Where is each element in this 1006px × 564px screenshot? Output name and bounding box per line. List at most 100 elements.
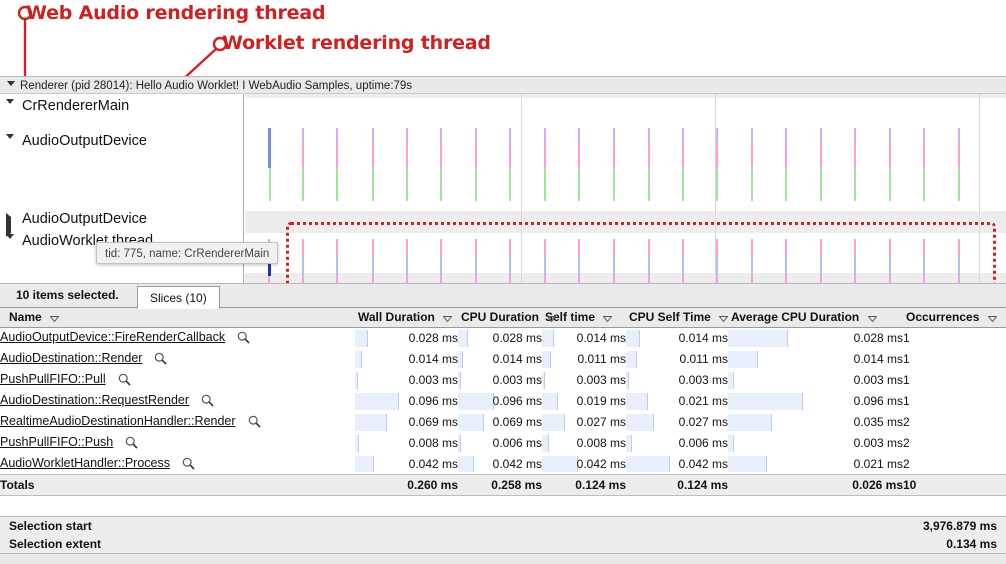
timeline-slice[interactable]	[372, 168, 374, 201]
timeline-slice[interactable]	[406, 239, 408, 257]
timeline-slice[interactable]	[544, 168, 546, 201]
timeline-slice[interactable]	[268, 257, 271, 276]
timeline-slice[interactable]	[406, 276, 408, 283]
timeline-slice[interactable]	[716, 276, 718, 283]
timeline-slice[interactable]	[613, 168, 615, 201]
timeline-slice[interactable]	[302, 239, 304, 257]
timeline-slice[interactable]	[372, 257, 374, 276]
timeline-slice[interactable]	[509, 239, 511, 257]
timeline-slice[interactable]	[682, 257, 684, 276]
timeline-slice[interactable]	[716, 142, 718, 168]
sort-triangle-icon[interactable]	[719, 316, 729, 322]
timeline-slice[interactable]	[268, 128, 271, 168]
timeline-slice[interactable]	[406, 142, 408, 168]
magnifier-icon[interactable]	[237, 331, 250, 347]
table-row[interactable]: RealtimeAudioDestinationHandler::Render 0…	[0, 412, 1006, 433]
timeline-slice[interactable]	[958, 168, 960, 201]
timeline-slice[interactable]	[336, 142, 338, 168]
timeline-slice[interactable]	[372, 239, 374, 257]
table-row[interactable]: AudioOutputDevice::FireRenderCallback 0.0…	[0, 328, 1006, 349]
table-row[interactable]: AudioDestination::RequestRender 0.096 ms 0…	[0, 391, 1006, 412]
timeline-slice[interactable]	[958, 128, 960, 142]
timeline-slice[interactable]	[509, 142, 511, 168]
column-header-cpu-duration[interactable]: CPU Duration	[458, 308, 557, 328]
timeline-slice[interactable]	[648, 257, 650, 276]
timeline-slice[interactable]	[682, 239, 684, 257]
slice-name-cell[interactable]: AudioWorkletHandler::Process	[0, 454, 355, 475]
timeline-slice[interactable]	[785, 168, 787, 201]
timeline-slice[interactable]	[854, 168, 856, 201]
magnifier-icon[interactable]	[125, 436, 138, 452]
timeline-slice[interactable]	[336, 168, 338, 201]
timeline-slice[interactable]	[269, 168, 271, 201]
timeline-slice[interactable]	[578, 128, 580, 142]
slice-name-link[interactable]: AudioDestination::RequestRender	[0, 393, 190, 408]
table-row[interactable]: PushPullFIFO::Push 0.008 ms 0.006 ms 0.008 …	[0, 433, 1006, 454]
slice-name-cell[interactable]: AudioDestination::Render	[0, 349, 355, 370]
timeline-slice[interactable]	[889, 239, 891, 257]
timeline-slice[interactable]	[751, 257, 753, 276]
timeline-slice[interactable]	[785, 276, 787, 283]
slice-name-link[interactable]: AudioWorkletHandler::Process	[0, 455, 170, 470]
triangle-down-icon[interactable]	[6, 234, 14, 255]
timeline-slice[interactable]	[372, 142, 374, 168]
timeline-slice[interactable]	[889, 142, 891, 168]
timeline-slice[interactable]	[854, 239, 856, 257]
timeline-slice[interactable]	[751, 142, 753, 168]
timeline-slice[interactable]	[682, 142, 684, 168]
timeline-slice[interactable]	[406, 168, 408, 201]
timeline-slice[interactable]	[648, 276, 650, 283]
timeline-slice[interactable]	[475, 239, 477, 257]
timeline-track-canvas[interactable]	[245, 94, 1006, 283]
timeline-slice[interactable]	[613, 239, 615, 257]
timeline-slice[interactable]	[923, 239, 925, 257]
timeline-slice[interactable]	[336, 128, 338, 142]
timeline-slice[interactable]	[475, 142, 477, 168]
timeline-slice[interactable]	[544, 142, 546, 168]
magnifier-icon[interactable]	[182, 457, 195, 473]
timeline-slice[interactable]	[475, 128, 477, 142]
timeline-slice[interactable]	[889, 257, 891, 276]
column-header-cpu-self-time[interactable]: CPU Self Time	[626, 308, 729, 328]
timeline-slice[interactable]	[648, 142, 650, 168]
slice-name-cell[interactable]: AudioDestination::RequestRender	[0, 391, 355, 412]
timeline-slice[interactable]	[751, 128, 753, 142]
timeline-slice[interactable]	[302, 128, 304, 142]
timeline-slice[interactable]	[544, 276, 546, 283]
magnifier-icon[interactable]	[248, 415, 261, 431]
timeline-slice[interactable]	[785, 257, 787, 276]
timeline-slice[interactable]	[509, 128, 511, 142]
triangle-down-icon[interactable]	[7, 81, 15, 93]
process-header-row[interactable]: Renderer (pid 28014): Hello Audio Workle…	[0, 76, 1006, 94]
timeline-slice[interactable]	[716, 128, 718, 142]
slice-name-link[interactable]: AudioOutputDevice::FireRenderCallback	[0, 330, 226, 345]
timeline-slice[interactable]	[475, 257, 477, 276]
timeline-slice[interactable]	[372, 276, 374, 283]
timeline-slice[interactable]	[302, 257, 304, 276]
slice-name-cell[interactable]: RealtimeAudioDestinationHandler::Render	[0, 412, 355, 433]
timeline-slice[interactable]	[889, 276, 891, 283]
timeline-slice[interactable]	[648, 168, 650, 201]
timeline-slice[interactable]	[509, 168, 511, 201]
triangle-right-icon[interactable]	[6, 213, 11, 237]
timeline-region[interactable]: Stable callback timing (looking good!) C…	[0, 94, 1006, 284]
column-header-self-time[interactable]: Self time	[542, 308, 626, 328]
timeline-slice[interactable]	[648, 239, 650, 257]
magnifier-icon[interactable]	[118, 373, 131, 389]
sort-triangle-icon[interactable]	[443, 316, 453, 322]
triangle-down-icon[interactable]	[6, 134, 14, 155]
timeline-slice[interactable]	[923, 168, 925, 201]
timeline-slice[interactable]	[578, 257, 580, 276]
slice-name-link[interactable]: AudioDestination::Render	[0, 351, 143, 366]
column-header-name[interactable]: Name	[0, 308, 355, 328]
timeline-slice[interactable]	[716, 239, 718, 257]
column-header-average-cpu-duration[interactable]: Average CPU Duration	[728, 308, 903, 328]
timeline-slice[interactable]	[958, 239, 960, 257]
timeline-slice[interactable]	[544, 239, 546, 257]
timeline-slice[interactable]	[544, 128, 546, 142]
table-row[interactable]: PushPullFIFO::Pull 0.003 ms 0.003 ms 0.003 …	[0, 370, 1006, 391]
triangle-down-icon[interactable]	[6, 99, 14, 120]
timeline-slice[interactable]	[785, 142, 787, 168]
magnifier-icon[interactable]	[154, 352, 168, 368]
timeline-slice[interactable]	[440, 142, 442, 168]
